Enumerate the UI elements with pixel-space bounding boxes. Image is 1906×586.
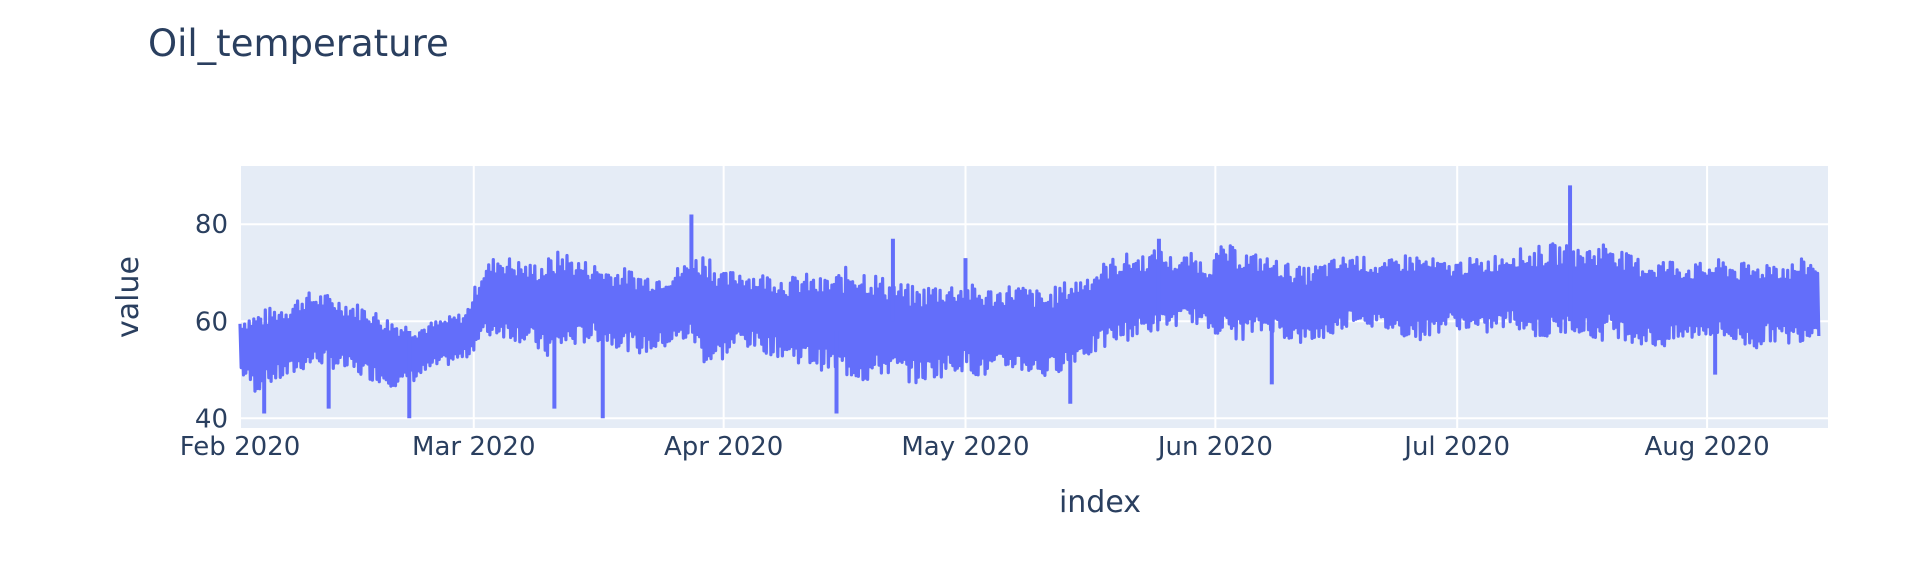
series-line: [238, 242, 1821, 393]
x-tick-label: Jun 2020: [1156, 432, 1273, 462]
x-tick-label: Feb 2020: [180, 432, 300, 462]
y-axis-ticks: 40 60 80: [195, 210, 228, 434]
y-tick-label: 80: [195, 210, 228, 240]
chart-title: Oil_temperature: [148, 22, 449, 65]
series-oil-temperature: [238, 185, 1821, 419]
x-tick-label: Mar 2020: [412, 432, 536, 462]
y-tick-label: 40: [195, 404, 228, 434]
x-axis-ticks: Feb 2020 Mar 2020 Apr 2020 May 2020 Jun 2020…: [180, 432, 1770, 462]
x-tick-label: Apr 2020: [664, 432, 783, 462]
y-tick-label: 60: [195, 307, 228, 337]
x-tick-label: Aug 2020: [1644, 432, 1769, 462]
x-axis-title: index: [1059, 485, 1141, 520]
x-tick-label: Jul 2020: [1402, 432, 1510, 462]
y-axis-title: value: [111, 256, 146, 338]
x-tick-label: May 2020: [901, 432, 1029, 462]
